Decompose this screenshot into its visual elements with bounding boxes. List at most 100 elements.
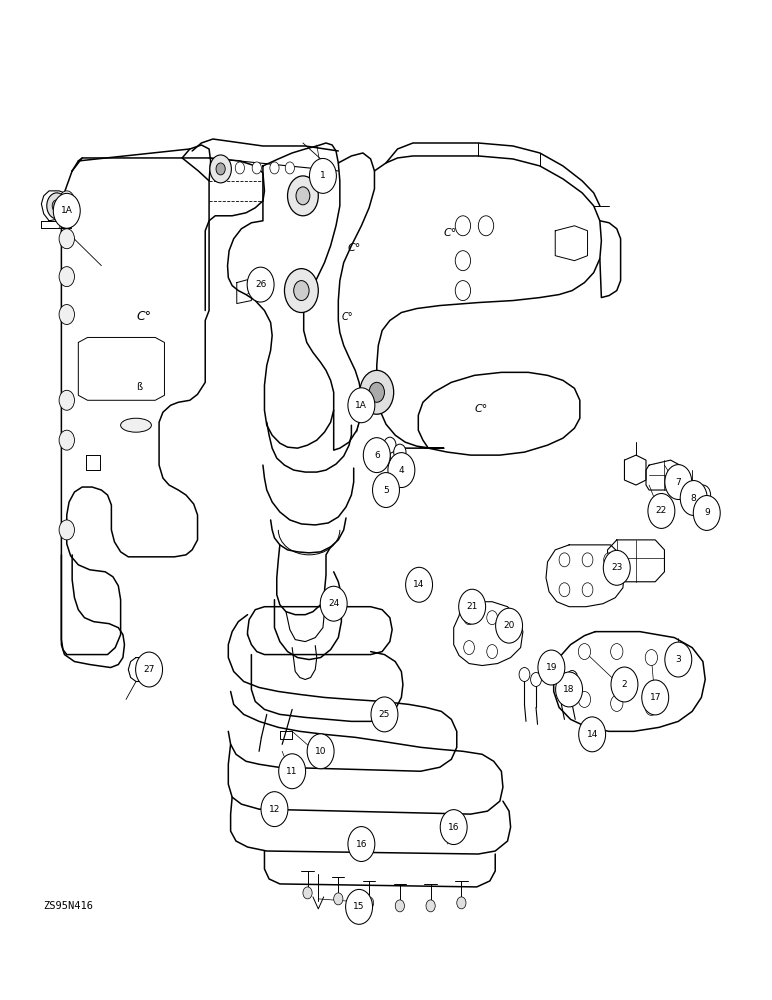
Text: 2: 2 <box>621 680 628 689</box>
Circle shape <box>672 660 685 676</box>
Circle shape <box>648 494 675 528</box>
Circle shape <box>579 717 605 752</box>
Circle shape <box>556 672 583 707</box>
Text: 1A: 1A <box>355 401 367 410</box>
Circle shape <box>582 583 593 597</box>
Text: 5: 5 <box>383 486 389 495</box>
Circle shape <box>464 641 475 655</box>
Circle shape <box>296 187 310 205</box>
Circle shape <box>395 900 405 912</box>
Circle shape <box>270 162 279 174</box>
Text: C°: C° <box>136 310 151 324</box>
Circle shape <box>210 155 232 183</box>
Text: 14: 14 <box>413 580 425 589</box>
Circle shape <box>284 269 318 313</box>
Circle shape <box>53 193 80 228</box>
Text: 17: 17 <box>649 693 661 702</box>
Text: 8: 8 <box>691 494 696 503</box>
Circle shape <box>59 229 74 249</box>
Text: 10: 10 <box>315 747 327 756</box>
Circle shape <box>611 644 623 660</box>
Text: 19: 19 <box>546 663 557 672</box>
Circle shape <box>394 444 406 460</box>
Circle shape <box>680 481 707 515</box>
Circle shape <box>369 382 384 402</box>
Circle shape <box>455 216 471 236</box>
Text: 12: 12 <box>269 805 280 814</box>
Circle shape <box>556 675 567 688</box>
Circle shape <box>287 176 318 216</box>
Circle shape <box>665 642 692 677</box>
Circle shape <box>604 553 615 567</box>
Circle shape <box>364 438 390 473</box>
Text: 25: 25 <box>379 710 390 719</box>
Circle shape <box>279 754 306 789</box>
Text: ZS95N416: ZS95N416 <box>44 901 93 911</box>
Circle shape <box>59 430 74 450</box>
Text: 20: 20 <box>503 621 515 630</box>
Circle shape <box>59 191 74 211</box>
Circle shape <box>464 611 475 625</box>
Circle shape <box>348 827 375 861</box>
Circle shape <box>578 691 591 707</box>
Circle shape <box>373 473 399 507</box>
Text: 18: 18 <box>564 685 575 694</box>
Circle shape <box>505 621 516 635</box>
Text: 15: 15 <box>354 902 365 911</box>
Circle shape <box>696 485 710 505</box>
Circle shape <box>261 792 288 827</box>
Circle shape <box>235 162 245 174</box>
Text: ß: ß <box>136 382 142 392</box>
Circle shape <box>59 267 74 287</box>
Circle shape <box>59 390 74 410</box>
Circle shape <box>496 608 523 643</box>
Text: C°: C° <box>444 228 457 238</box>
Circle shape <box>138 663 149 677</box>
Circle shape <box>538 650 565 685</box>
Circle shape <box>285 162 294 174</box>
Circle shape <box>384 437 396 453</box>
Text: C°: C° <box>347 243 361 253</box>
Circle shape <box>455 281 471 301</box>
Text: 14: 14 <box>587 730 598 739</box>
Circle shape <box>320 586 347 621</box>
Circle shape <box>578 644 591 660</box>
Circle shape <box>47 193 66 219</box>
Circle shape <box>59 520 74 540</box>
Circle shape <box>479 216 493 236</box>
Text: 16: 16 <box>356 840 367 849</box>
Text: 4: 4 <box>398 466 405 475</box>
Circle shape <box>567 671 577 684</box>
Text: 1A: 1A <box>61 206 73 215</box>
Text: 3: 3 <box>676 655 681 664</box>
Text: C°: C° <box>341 312 353 322</box>
Circle shape <box>459 589 486 624</box>
Circle shape <box>293 281 309 301</box>
Circle shape <box>380 449 389 461</box>
Text: 1: 1 <box>320 171 326 180</box>
Circle shape <box>247 267 274 302</box>
Circle shape <box>360 370 394 414</box>
Circle shape <box>388 453 415 488</box>
Text: 27: 27 <box>144 665 154 674</box>
Circle shape <box>645 650 658 666</box>
Circle shape <box>530 673 541 686</box>
Text: 26: 26 <box>255 280 266 289</box>
Circle shape <box>252 162 262 174</box>
Circle shape <box>426 900 435 912</box>
Circle shape <box>665 465 692 500</box>
Circle shape <box>487 611 497 625</box>
Text: 6: 6 <box>374 451 380 460</box>
Circle shape <box>559 583 570 597</box>
Circle shape <box>457 897 466 909</box>
Circle shape <box>310 158 337 193</box>
Ellipse shape <box>120 418 151 432</box>
Text: 7: 7 <box>676 478 681 487</box>
Text: 9: 9 <box>704 508 709 517</box>
Text: 23: 23 <box>611 563 622 572</box>
Circle shape <box>59 305 74 324</box>
Circle shape <box>611 667 638 702</box>
Circle shape <box>307 734 334 769</box>
Circle shape <box>303 887 312 899</box>
Circle shape <box>334 893 343 905</box>
